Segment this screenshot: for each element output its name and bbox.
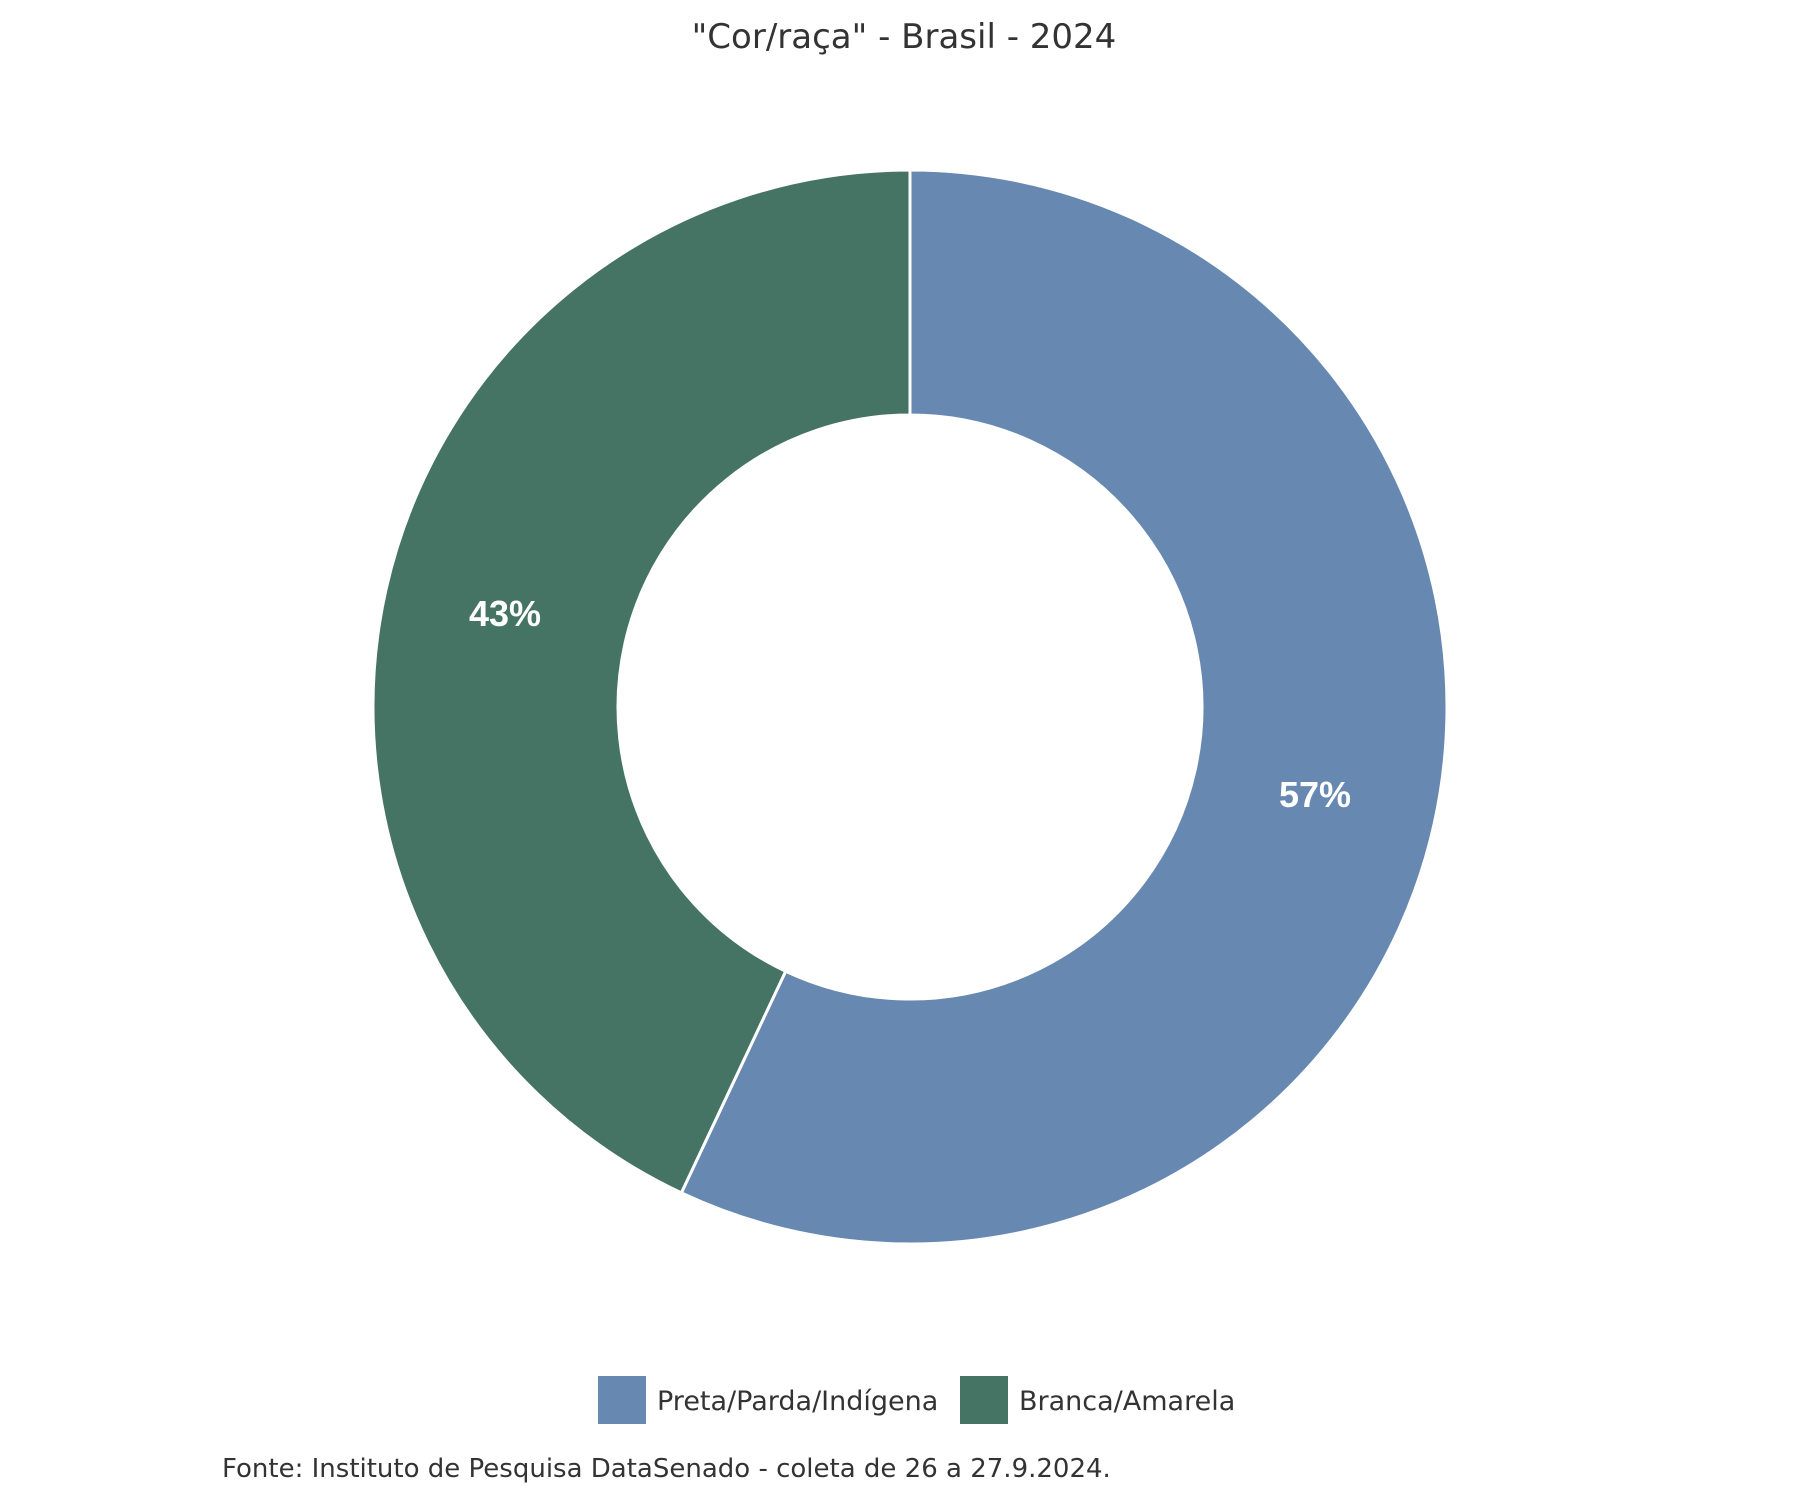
source-note: Fonte: Instituto de Pesquisa DataSenado … <box>222 1454 1111 1484</box>
donut-slices <box>371 168 1449 1246</box>
legend-swatch-preta-parda-indigena <box>598 1376 646 1424</box>
legend: Preta/Parda/Indígena Branca/Amarela <box>598 1376 1235 1424</box>
legend-label-preta-parda-indigena: Preta/Parda/Indígena <box>657 1386 938 1417</box>
chart-title: "Cor/raça" - Brasil - 2024 <box>692 17 1117 57</box>
slice-preta-parda-indigena <box>679 168 1449 1246</box>
slice-labels: 57% 43% <box>469 593 1351 815</box>
slice-label-branca-amarela: 43% <box>469 593 541 634</box>
legend-label-branca-amarela: Branca/Amarela <box>1019 1386 1235 1417</box>
slice-branca-amarela <box>371 168 912 1195</box>
slice-label-preta-parda-indigena: 57% <box>1279 774 1351 815</box>
legend-swatch-branca-amarela <box>960 1376 1008 1424</box>
